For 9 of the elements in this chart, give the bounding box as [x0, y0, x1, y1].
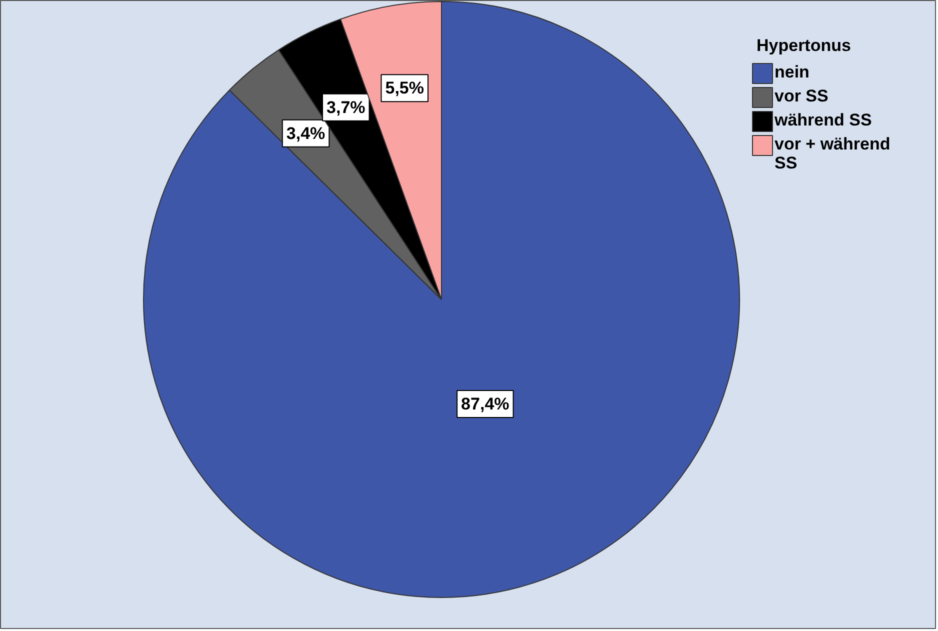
data-label: 5,5% [385, 78, 424, 98]
legend-title: Hypertonus [756, 36, 851, 55]
legend-label: vor + während SS [774, 134, 890, 172]
data-label: 3,7% [326, 98, 366, 117]
legend-label: vor SS [774, 86, 828, 106]
data-label: 3,4% [286, 124, 326, 143]
legend-label: nein [774, 62, 810, 82]
data-label: 87,4% [461, 394, 510, 414]
legend-label: während SS [774, 110, 872, 130]
